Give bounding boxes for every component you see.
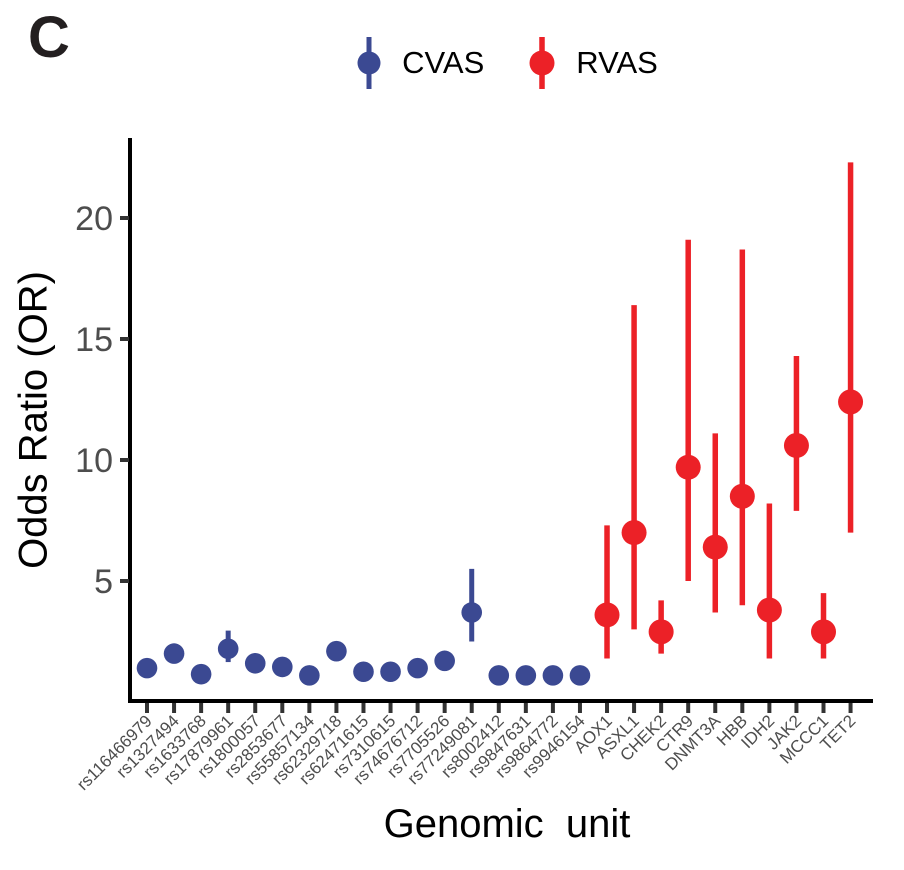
point-rs7310615 xyxy=(380,661,401,683)
point-rs55857134 xyxy=(299,665,320,686)
point-ASXL1 xyxy=(621,520,647,546)
point-AOX1 xyxy=(594,602,620,628)
rvas-legend-dot xyxy=(529,50,555,76)
point-rs1800057 xyxy=(244,652,266,674)
point-MCCC1 xyxy=(811,619,836,645)
panel-label: C xyxy=(28,5,70,70)
point-TET2 xyxy=(838,389,864,415)
point-IDH2 xyxy=(756,597,782,623)
point-HBB xyxy=(729,483,755,509)
point-rs74676712 xyxy=(407,657,428,679)
legend-item-cvas: CVAS xyxy=(356,34,484,92)
point-rs9847631 xyxy=(515,665,537,686)
y-tick-label-20: 20 xyxy=(75,200,113,238)
cvas-legend-dot xyxy=(357,51,381,75)
point-DNMT3A xyxy=(702,534,728,560)
point-rs9946154 xyxy=(569,665,591,686)
point-rs77249081 xyxy=(461,602,483,623)
point-rs9864772 xyxy=(542,665,564,686)
point-rs116466979 xyxy=(136,657,158,679)
point-rs17879961 xyxy=(217,638,239,660)
point-rs2853677 xyxy=(272,656,293,678)
legend-label-rvas: RVAS xyxy=(576,45,658,80)
point-rs62471615 xyxy=(353,661,374,683)
point-CTR9 xyxy=(675,454,701,480)
rvas-pointrange-icon xyxy=(529,37,555,89)
point-rs1327494 xyxy=(163,643,185,664)
point-rs7705526 xyxy=(434,650,455,672)
point-rs1633768 xyxy=(190,663,212,685)
point-rs8002412 xyxy=(488,665,510,686)
y-tick-label-15: 15 xyxy=(75,321,113,359)
y-tick-label-5: 5 xyxy=(94,563,113,601)
point-JAK2 xyxy=(783,432,809,458)
cvas-pointrange-icon xyxy=(357,37,381,89)
y-tick-label-10: 10 xyxy=(75,442,113,480)
point-CHEK2 xyxy=(648,619,674,645)
point-rs62329718 xyxy=(326,640,347,662)
legend: CVAS RVAS xyxy=(140,32,874,94)
legend-label-cvas: CVAS xyxy=(402,45,485,80)
x-axis-title: Genomic unit xyxy=(383,802,631,846)
legend-item-rvas: RVAS xyxy=(528,34,658,92)
